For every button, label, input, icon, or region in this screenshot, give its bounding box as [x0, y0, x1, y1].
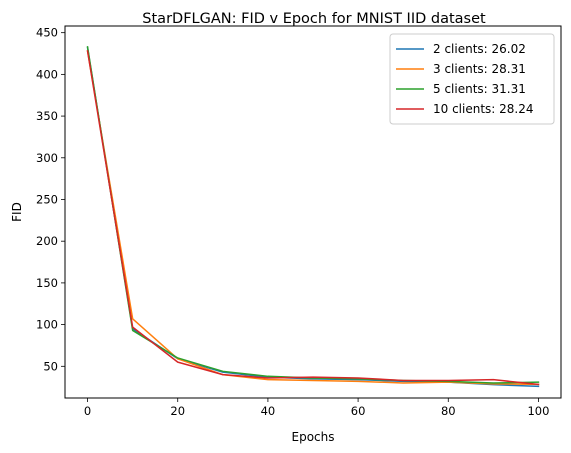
x-tick-label: 0: [84, 404, 91, 418]
y-tick-label: 250: [36, 192, 58, 206]
y-tick-label: 50: [43, 359, 58, 373]
plot-lines: [86, 45, 540, 388]
y-axis-label: FID: [10, 202, 24, 222]
legend-label: 5 clients: 31.31: [433, 82, 526, 96]
x-tick-label: 20: [170, 404, 185, 418]
y-tick-label: 150: [36, 276, 58, 290]
y-tick-label: 300: [36, 151, 58, 165]
x-tick-label: 80: [441, 404, 456, 418]
legend: 2 clients: 26.02 3 clients: 28.31 5 client…: [389, 33, 555, 125]
y-tick-label: 200: [36, 234, 58, 248]
x-tick-label: 100: [527, 404, 549, 418]
legend-label: 10 clients: 28.24: [433, 102, 534, 116]
series-line-4: [86, 50, 540, 386]
y-tick-label: 400: [36, 67, 58, 81]
y-tick-label: 100: [36, 318, 58, 332]
plot-frame: [64, 25, 562, 399]
legend-label: 3 clients: 28.31: [433, 62, 526, 76]
y-axis-ticks: 50 100 150 200 250 300 350 400 450: [36, 26, 65, 373]
x-axis-label: Epochs: [292, 430, 335, 444]
x-tick-label: 60: [351, 404, 366, 418]
series-line-3: [86, 45, 540, 384]
chart-title: StarDFLGAN: FID v Epoch for MNIST IID da…: [142, 11, 486, 27]
y-tick-label: 350: [36, 109, 58, 123]
x-tick-label: 40: [261, 404, 276, 418]
series-line-2: [86, 50, 540, 386]
y-tick-label: 450: [36, 26, 58, 40]
legend-box: [389, 33, 555, 125]
legend-label: 2 clients: 26.02: [433, 42, 526, 56]
x-axis-ticks: 0 20 40 60 80 100: [84, 398, 549, 418]
